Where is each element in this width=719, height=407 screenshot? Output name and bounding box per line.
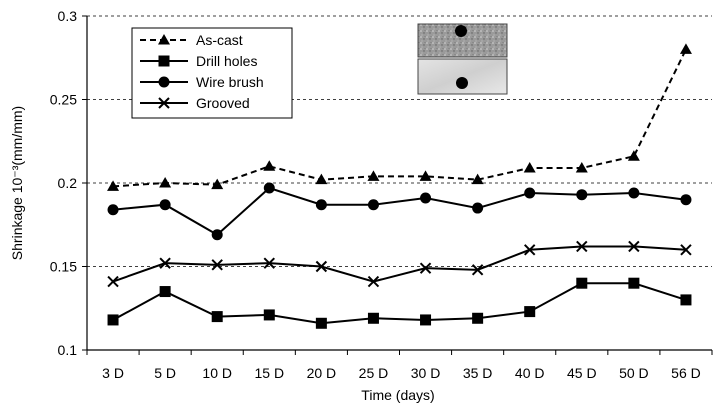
x-tick-label: 50 D <box>619 365 649 381</box>
series-group <box>107 43 692 329</box>
x-tick-labels: 3 D 5 D 10 D 15 D 20 D 25 D 30 D 35 D 40 D 45 D 50… <box>102 365 701 381</box>
x-tick-label: 56 D <box>671 365 701 381</box>
legend-label-drill-holes: Drill holes <box>196 53 257 69</box>
data-point-wire-brush <box>211 229 223 241</box>
x-tick-label: 5 D <box>154 365 176 381</box>
data-point-drill-holes <box>472 312 484 324</box>
data-point-wire-brush <box>159 199 171 211</box>
data-point-grooved <box>315 260 328 273</box>
series-line-grooved <box>112 245 687 283</box>
x-tick-label: 45 D <box>567 365 597 381</box>
legend-marker-grooved <box>158 97 170 109</box>
data-point-grooved <box>419 262 432 274</box>
data-point-grooved <box>628 240 640 253</box>
data-point-wire-brush <box>472 202 484 214</box>
data-point-wire-brush <box>263 182 275 194</box>
data-point-drill-holes <box>367 312 379 324</box>
legend: As-cast Drill holes Wire brush Grooved <box>131 27 293 119</box>
axes <box>82 15 713 355</box>
data-point-as-cast <box>211 178 224 190</box>
data-point-drill-holes <box>680 294 692 306</box>
data-point-drill-holes <box>263 309 275 321</box>
data-point-wire-brush <box>680 194 692 206</box>
data-point-grooved <box>211 259 223 271</box>
specimen-photo-inset <box>417 23 508 95</box>
data-point-grooved <box>524 244 536 256</box>
data-point-as-cast <box>471 173 484 185</box>
x-tick-label: 30 D <box>411 365 441 381</box>
data-point-drill-holes <box>576 277 588 289</box>
data-point-wire-brush <box>107 204 119 216</box>
data-point-as-cast <box>107 180 120 191</box>
legend-marker-as-cast <box>158 34 170 45</box>
data-point-drill-holes <box>315 317 327 329</box>
data-point-grooved <box>576 240 588 253</box>
data-point-grooved <box>471 264 484 276</box>
y-tick-label: 0.25 <box>50 92 77 108</box>
y-axis-title: Shrinkage 10⁻³(mm/mm) <box>9 106 25 260</box>
data-point-drill-holes <box>524 306 536 318</box>
data-point-grooved <box>107 275 119 288</box>
y-tick-labels: 0.1 0.15 0.2 0.25 0.3 <box>50 8 77 358</box>
legend-label-as-cast: As-cast <box>196 32 243 48</box>
specimen-dot-bottom <box>456 77 468 89</box>
data-point-as-cast <box>367 170 380 181</box>
y-tick-label: 0.3 <box>58 8 78 24</box>
data-point-grooved <box>367 275 380 288</box>
y-tick-label: 0.2 <box>58 175 78 191</box>
data-point-wire-brush <box>524 187 536 199</box>
data-point-drill-holes <box>107 314 119 326</box>
data-point-grooved <box>159 257 171 269</box>
data-point-drill-holes <box>420 314 432 326</box>
data-point-as-cast <box>523 161 536 173</box>
series-wire-brush <box>107 182 692 241</box>
legend-marker-drill-holes <box>158 55 170 67</box>
x-tick-label: 15 D <box>255 365 285 381</box>
data-point-grooved <box>263 257 275 269</box>
x-tick-label: 10 D <box>202 365 232 381</box>
data-point-as-cast <box>575 161 588 173</box>
data-point-drill-holes <box>211 311 223 323</box>
data-point-wire-brush <box>315 199 327 211</box>
y-tick-label: 0.15 <box>50 259 77 275</box>
series-line-drill-holes <box>112 282 687 325</box>
x-tick-label: 20 D <box>307 365 337 381</box>
x-tick-label: 3 D <box>102 365 124 381</box>
x-axis-title: Time (days) <box>361 387 434 403</box>
data-point-as-cast <box>679 43 692 54</box>
data-point-wire-brush <box>420 192 432 204</box>
series-line-wire-brush <box>112 186 687 236</box>
series-drill-holes <box>107 277 692 329</box>
data-point-drill-holes <box>628 277 640 289</box>
data-point-as-cast <box>159 177 172 188</box>
data-point-as-cast <box>419 170 432 181</box>
data-point-as-cast <box>315 173 328 185</box>
data-point-wire-brush <box>628 187 640 199</box>
series-grooved <box>107 240 692 288</box>
data-point-wire-brush <box>576 189 588 201</box>
legend-label-wire-brush: Wire brush <box>196 74 264 90</box>
x-tick-label: 25 D <box>359 365 389 381</box>
data-point-as-cast <box>263 160 276 171</box>
y-tick-label: 0.1 <box>58 342 78 358</box>
legend-marker-wire-brush <box>158 76 170 88</box>
data-point-drill-holes <box>159 286 171 298</box>
series-as-cast <box>107 43 692 191</box>
legend-label-grooved: Grooved <box>196 95 250 111</box>
data-point-as-cast <box>627 150 640 161</box>
series-line-as-cast <box>112 48 687 188</box>
x-tick-label: 35 D <box>463 365 493 381</box>
x-tick-label: 40 D <box>515 365 545 381</box>
data-point-grooved <box>680 244 692 256</box>
data-point-wire-brush <box>367 199 379 211</box>
specimen-dot-top <box>455 25 467 37</box>
